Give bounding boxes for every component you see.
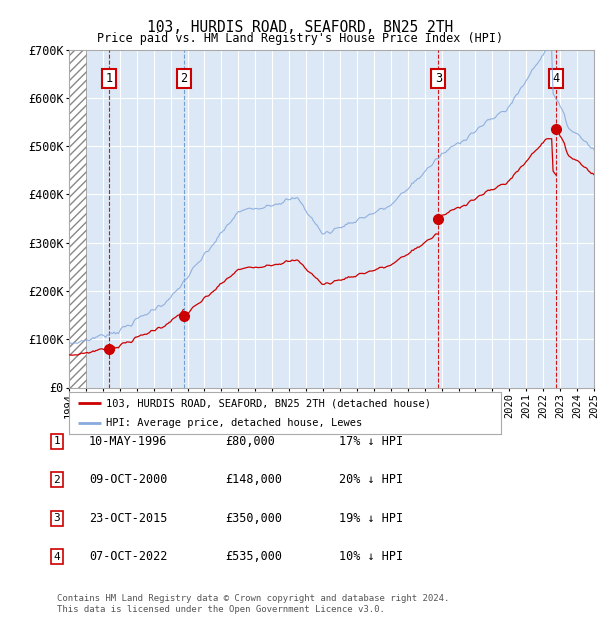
Text: £80,000: £80,000 [225,435,275,448]
Text: 3: 3 [53,513,61,523]
Text: 3: 3 [435,72,442,85]
Text: 103, HURDIS ROAD, SEAFORD, BN25 2TH (detached house): 103, HURDIS ROAD, SEAFORD, BN25 2TH (det… [106,398,431,408]
Text: 1: 1 [106,72,113,85]
Text: £535,000: £535,000 [225,551,282,563]
Text: 2: 2 [53,475,61,485]
Text: £350,000: £350,000 [225,512,282,525]
Text: 1: 1 [53,436,61,446]
Text: Price paid vs. HM Land Registry's House Price Index (HPI): Price paid vs. HM Land Registry's House … [97,32,503,45]
Text: 4: 4 [53,552,61,562]
Text: 20% ↓ HPI: 20% ↓ HPI [339,474,403,486]
Text: HPI: Average price, detached house, Lewes: HPI: Average price, detached house, Lewe… [106,418,362,428]
Text: 103, HURDIS ROAD, SEAFORD, BN25 2TH: 103, HURDIS ROAD, SEAFORD, BN25 2TH [147,20,453,35]
Text: 17% ↓ HPI: 17% ↓ HPI [339,435,403,448]
Text: 2: 2 [180,72,187,85]
Text: 09-OCT-2000: 09-OCT-2000 [89,474,167,486]
Text: 23-OCT-2015: 23-OCT-2015 [89,512,167,525]
Text: 07-OCT-2022: 07-OCT-2022 [89,551,167,563]
Text: 10% ↓ HPI: 10% ↓ HPI [339,551,403,563]
Text: 4: 4 [553,72,560,85]
Text: £148,000: £148,000 [225,474,282,486]
Text: 19% ↓ HPI: 19% ↓ HPI [339,512,403,525]
Text: 10-MAY-1996: 10-MAY-1996 [89,435,167,448]
Text: Contains HM Land Registry data © Crown copyright and database right 2024.
This d: Contains HM Land Registry data © Crown c… [57,595,449,614]
